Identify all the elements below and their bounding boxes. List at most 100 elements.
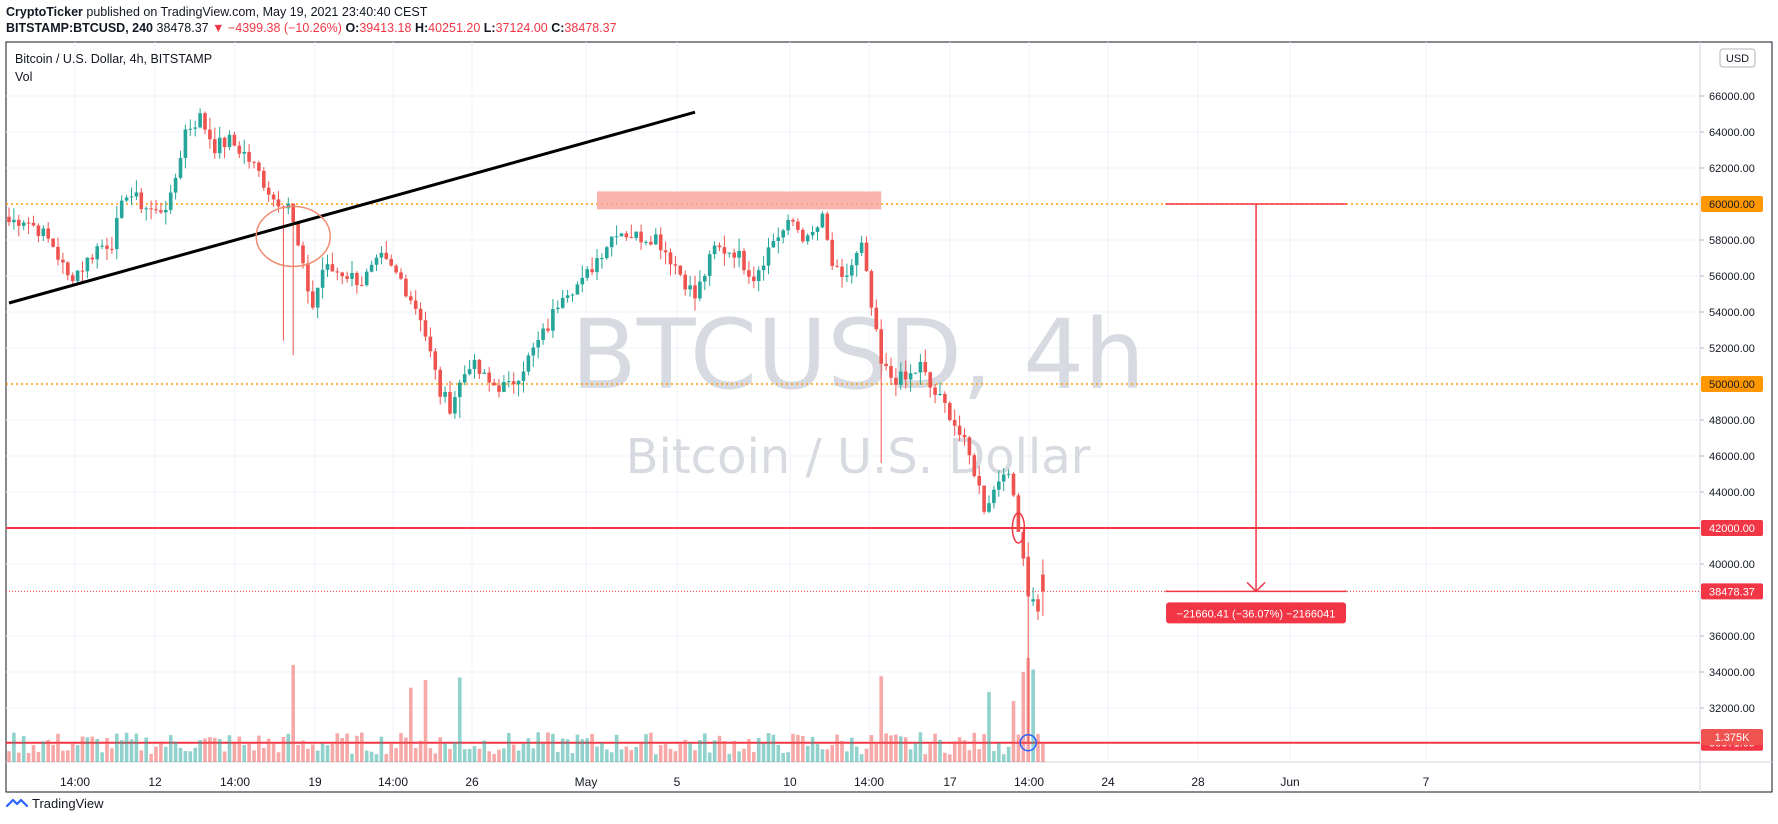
candle-body — [629, 237, 634, 239]
volume-bar — [987, 692, 991, 762]
candle-body — [737, 250, 741, 258]
volume-bar — [188, 751, 193, 762]
volume-bar — [903, 737, 908, 762]
candle-body — [707, 254, 712, 276]
candle-body — [516, 380, 521, 385]
candle-body — [688, 285, 692, 290]
price-tick-label: 36000.00 — [1709, 631, 1755, 643]
volume-bar — [119, 740, 124, 762]
volume-bar — [438, 737, 442, 762]
candle-body — [698, 281, 702, 299]
volume-bar — [884, 733, 888, 762]
candle-body — [977, 476, 981, 486]
candle-body — [526, 355, 531, 372]
volume-bar — [556, 751, 560, 762]
volume-bar — [105, 738, 109, 762]
currency-badge[interactable]: USD — [1719, 48, 1756, 68]
candle-body — [511, 381, 516, 385]
resistance-zone — [597, 191, 882, 210]
volume-bar — [756, 737, 761, 762]
price-marker-box — [1701, 376, 1763, 392]
candle-body — [90, 257, 95, 260]
price-marker-box — [1701, 583, 1763, 600]
volume-bar — [159, 741, 163, 762]
candle-body — [801, 229, 805, 242]
candle-body — [262, 170, 266, 188]
price-marker-box — [1701, 520, 1763, 536]
volume-bar — [379, 736, 384, 762]
time-tick-label: 17 — [943, 775, 957, 789]
watermark-name: Bitcoin / U.S. Dollar — [626, 429, 1091, 485]
volume-bar — [364, 750, 369, 762]
candle-body — [178, 157, 183, 178]
volume-bar — [913, 743, 918, 762]
volume-bar — [997, 743, 1001, 762]
candle-body — [805, 235, 810, 242]
volume-bar — [443, 743, 447, 762]
volume-bar — [737, 751, 741, 762]
open-label: O: — [345, 21, 360, 35]
volume-bar — [707, 752, 712, 762]
candle-body — [1026, 556, 1030, 597]
candle-body — [884, 363, 888, 367]
candle-body — [825, 213, 830, 240]
price-scale[interactable]: 66000.00 64000.00 62000.00 58000.00 56000.00… — [1700, 91, 1763, 751]
time-scale[interactable]: 14:00 12 14:00 19 14:00 26 May 5 10 14:00 17 14:00 2… — [60, 775, 1430, 789]
candle-body — [570, 294, 575, 296]
candle-body — [972, 455, 977, 477]
candle-body — [943, 394, 947, 403]
volume-bar — [678, 743, 683, 762]
candle-body — [732, 252, 736, 258]
volume-bar — [497, 749, 501, 762]
publisher-name[interactable]: CryptoTicker — [6, 5, 83, 19]
close-value: 38478.37 — [564, 21, 617, 35]
footer[interactable]: TradingView — [6, 796, 104, 811]
volume-bar — [869, 735, 874, 762]
time-tick-label: 12 — [148, 775, 162, 789]
price-change: ▼ −4399.38 (−10.26%) — [212, 21, 342, 35]
volume-legend: Vol — [15, 70, 32, 84]
candle-body — [227, 134, 232, 148]
volume-bar — [453, 742, 457, 762]
candle-body — [810, 231, 815, 236]
watermark-symbol: BTCUSD, 4h — [571, 299, 1145, 411]
candle-body — [654, 234, 658, 245]
candle-body — [41, 228, 46, 237]
candle-body — [271, 194, 276, 200]
volume-bar — [551, 733, 555, 762]
volume-bar — [139, 750, 144, 762]
volume-bar — [291, 664, 295, 762]
volume-bar — [423, 680, 428, 762]
volume-bar — [781, 752, 785, 762]
candle-body — [482, 372, 487, 374]
candle-body — [820, 213, 825, 228]
candle-body — [683, 274, 687, 290]
candles — [7, 108, 1045, 743]
candle-body — [301, 245, 305, 264]
volume-bar — [943, 752, 947, 762]
time-tick-label: 5 — [674, 775, 681, 789]
candle-body — [541, 328, 545, 341]
candle-body — [409, 296, 413, 301]
candle-body — [418, 308, 423, 321]
volume-bar — [311, 744, 315, 762]
volume-bar — [1011, 701, 1016, 762]
candle-body — [556, 307, 560, 310]
candle-body — [75, 270, 80, 282]
volume-bar — [683, 739, 687, 762]
candle-body — [46, 228, 50, 239]
volume-bar — [874, 743, 879, 762]
measure-arrow-head — [1246, 581, 1266, 593]
price-tick-label: 46000.00 — [1709, 451, 1755, 463]
candle-body — [712, 245, 717, 255]
candle-body — [389, 258, 393, 266]
candle-body — [967, 437, 972, 456]
measure-label-box — [1166, 602, 1347, 624]
candle-body — [306, 263, 310, 292]
candle-body — [213, 139, 217, 154]
candle-body — [913, 372, 918, 374]
candle-body — [443, 391, 447, 397]
candle-body — [364, 271, 369, 286]
volume-bar — [600, 742, 604, 762]
